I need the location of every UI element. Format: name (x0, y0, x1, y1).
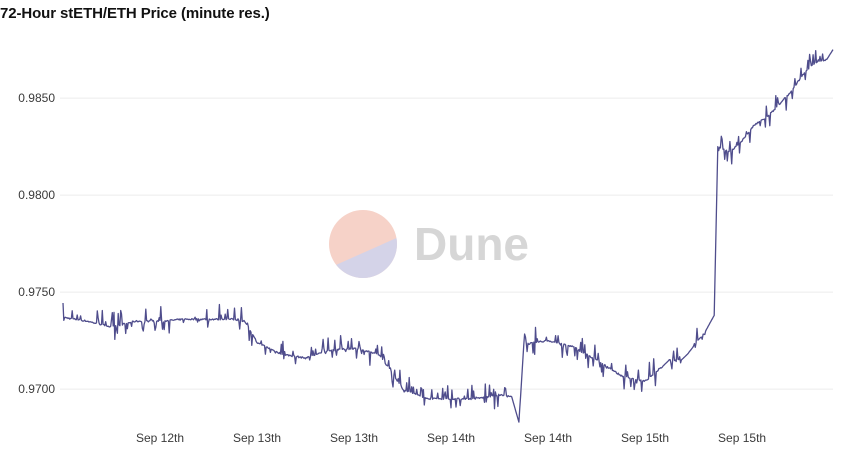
data-point (377, 353, 379, 355)
data-point (680, 359, 682, 361)
data-point (450, 398, 452, 400)
y-tick-label: 0.9850 (18, 91, 55, 105)
data-point (523, 343, 525, 345)
data-point (135, 320, 137, 322)
data-point (183, 318, 185, 320)
data-point (777, 105, 779, 107)
y-tick-label: 0.9700 (18, 382, 55, 396)
x-axis: Sep 12th Sep 13th Sep 13th Sep 14th Sep 14th… (136, 431, 766, 445)
data-point (232, 318, 234, 320)
data-point (832, 48, 834, 50)
data-point (662, 365, 664, 367)
data-point (547, 339, 549, 341)
data-point (704, 330, 706, 332)
data-point (789, 91, 791, 93)
data-point (474, 398, 476, 400)
x-tick-label: Sep 13th (233, 431, 281, 445)
data-point (826, 58, 828, 60)
data-point (353, 347, 355, 349)
dune-watermark-text: Dune (414, 218, 529, 270)
data-point (510, 396, 512, 398)
series-layer (62, 48, 834, 423)
data-point (110, 326, 112, 328)
data-point (717, 145, 719, 147)
dune-watermark: Dune (329, 210, 529, 278)
series-line-steth-eth (62, 49, 834, 423)
y-axis: 0.9700 0.9750 0.9800 0.9850 (18, 91, 55, 396)
data-point (686, 353, 688, 355)
data-point (280, 353, 282, 355)
data-point (401, 388, 403, 390)
x-tick-label: Sep 14th (427, 431, 475, 445)
data-point (741, 140, 743, 142)
data-point (801, 74, 803, 76)
y-tick-label: 0.9750 (18, 285, 55, 299)
x-tick-label: Sep 12th (136, 431, 184, 445)
chart-title: 72-Hour stETH/ETH Price (minute res.) (0, 5, 270, 22)
data-point (753, 124, 755, 126)
data-point (668, 359, 670, 361)
data-point (765, 116, 767, 118)
data-point (207, 318, 209, 320)
data-point (595, 359, 597, 361)
x-tick-label: Sep 13th (330, 431, 378, 445)
data-point (518, 421, 520, 423)
data-point (256, 341, 258, 343)
data-point (729, 151, 731, 153)
data-point (692, 345, 694, 347)
data-point (304, 357, 306, 359)
y-tick-label: 0.9800 (18, 188, 55, 202)
x-tick-label: Sep 15th (621, 431, 669, 445)
data-point (426, 398, 428, 400)
data-point (62, 316, 64, 318)
data-point (86, 320, 88, 322)
data-point (644, 380, 646, 382)
data-point (498, 394, 500, 396)
data-point (571, 345, 573, 347)
gridlines (60, 97, 833, 390)
x-tick-label: Sep 14th (524, 431, 572, 445)
data-point (814, 62, 816, 64)
data-point (329, 349, 331, 351)
data-point (713, 314, 715, 316)
data-point (244, 320, 246, 322)
data-point (159, 320, 161, 322)
x-tick-label: Sep 15th (718, 431, 766, 445)
data-point (620, 374, 622, 376)
data-point (389, 368, 391, 370)
